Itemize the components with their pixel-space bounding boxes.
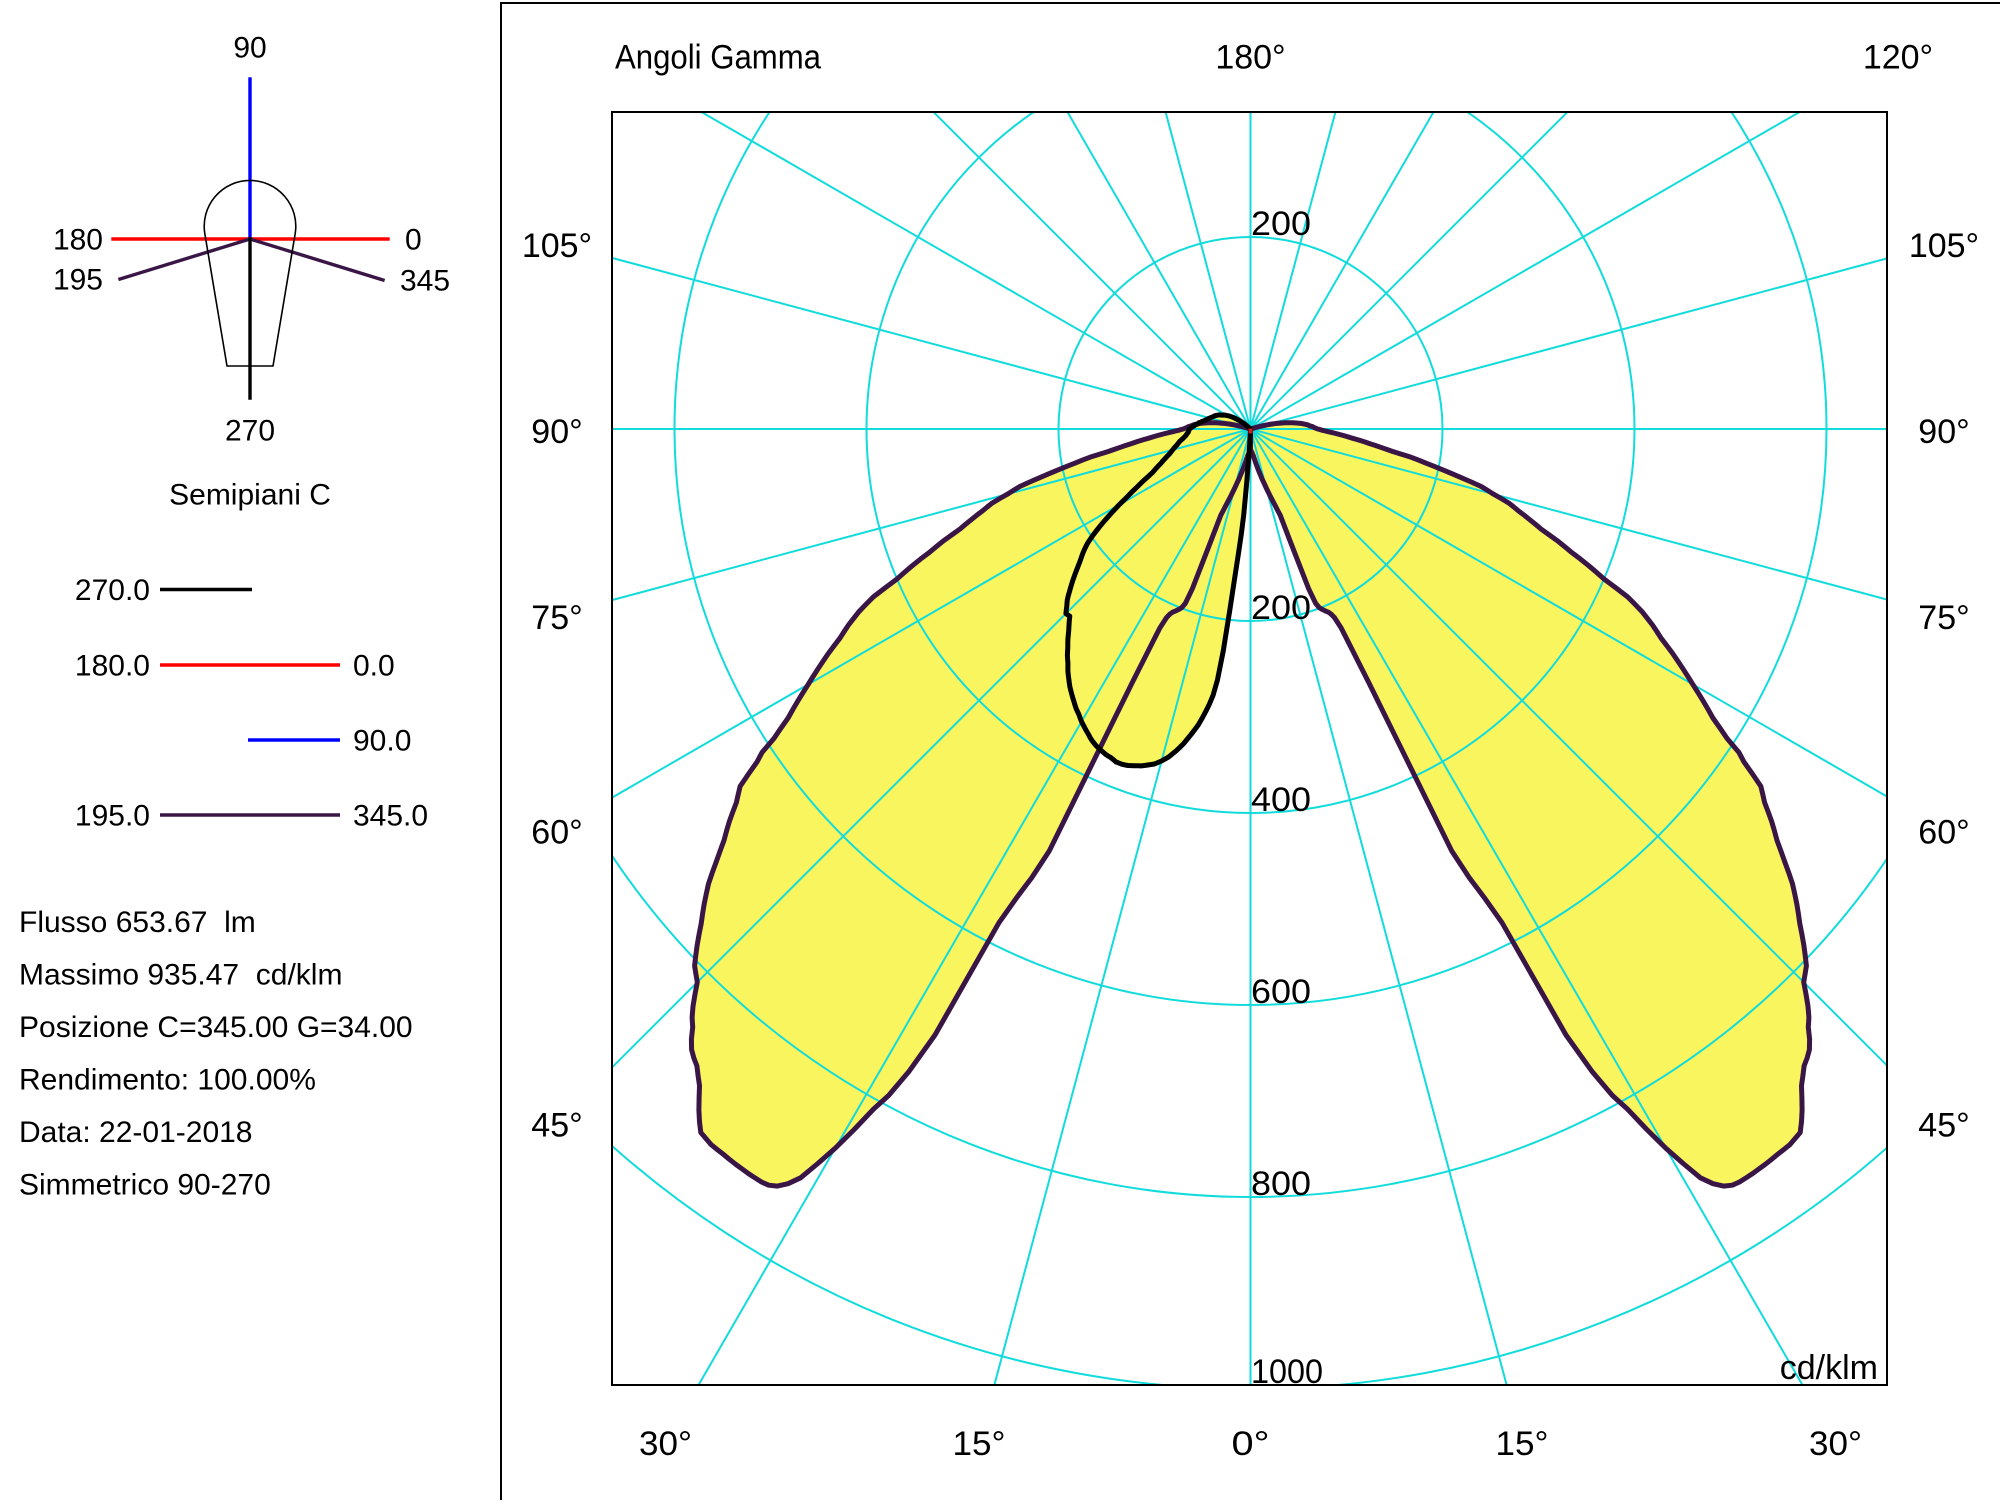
- svg-text:270: 270: [225, 415, 275, 448]
- svg-text:90.0: 90.0: [353, 725, 411, 758]
- svg-text:200: 200: [1251, 589, 1311, 627]
- svg-text:90°: 90°: [531, 413, 582, 451]
- svg-text:90: 90: [233, 32, 266, 65]
- svg-text:270.0: 270.0: [75, 574, 150, 607]
- svg-text:105°: 105°: [1909, 227, 1979, 265]
- svg-text:30°: 30°: [639, 1425, 692, 1463]
- svg-text:800: 800: [1251, 1165, 1311, 1203]
- svg-text:15°: 15°: [953, 1425, 1006, 1463]
- svg-text:Massimo 935.47 cd/klm: Massimo 935.47 cd/klm: [19, 958, 342, 991]
- svg-text:195.0: 195.0: [75, 800, 150, 833]
- svg-text:Posizione C=345.00 G=34.00: Posizione C=345.00 G=34.00: [19, 1011, 413, 1044]
- svg-text:0.0: 0.0: [353, 650, 395, 683]
- svg-text:45°: 45°: [531, 1107, 582, 1145]
- svg-text:60°: 60°: [531, 813, 582, 851]
- svg-text:45°: 45°: [1918, 1107, 1969, 1145]
- svg-text:1000: 1000: [1251, 1353, 1323, 1391]
- svg-text:60°: 60°: [1918, 813, 1969, 851]
- svg-text:Simmetrico 90-270: Simmetrico 90-270: [19, 1168, 271, 1201]
- svg-text:75°: 75°: [531, 599, 582, 637]
- svg-text:180: 180: [53, 224, 103, 257]
- svg-text:Rendimento: 100.00%: Rendimento: 100.00%: [19, 1063, 316, 1096]
- svg-text:345.0: 345.0: [353, 800, 428, 833]
- svg-text:345: 345: [400, 265, 450, 298]
- svg-text:105°: 105°: [522, 227, 592, 265]
- svg-text:180°: 180°: [1215, 39, 1285, 77]
- svg-text:195: 195: [53, 264, 103, 297]
- svg-text:cd/klm: cd/klm: [1780, 1349, 1878, 1387]
- svg-text:90°: 90°: [1918, 413, 1969, 451]
- svg-text:120°: 120°: [1863, 39, 1933, 77]
- svg-text:0: 0: [405, 224, 422, 257]
- svg-text:180.0: 180.0: [75, 650, 150, 683]
- svg-text:15°: 15°: [1496, 1425, 1549, 1463]
- svg-text:Data: 22-01-2018: Data: 22-01-2018: [19, 1116, 253, 1149]
- svg-text:Semipiani C: Semipiani C: [169, 479, 331, 512]
- svg-text:0°: 0°: [1232, 1425, 1270, 1463]
- svg-text:30°: 30°: [1809, 1425, 1862, 1463]
- svg-text:600: 600: [1251, 973, 1311, 1011]
- svg-text:200: 200: [1251, 205, 1311, 243]
- svg-text:Angoli Gamma: Angoli Gamma: [615, 39, 821, 77]
- svg-text:Flusso 653.67 lm: Flusso 653.67 lm: [19, 906, 256, 939]
- svg-text:400: 400: [1251, 781, 1311, 819]
- svg-text:75°: 75°: [1918, 599, 1969, 637]
